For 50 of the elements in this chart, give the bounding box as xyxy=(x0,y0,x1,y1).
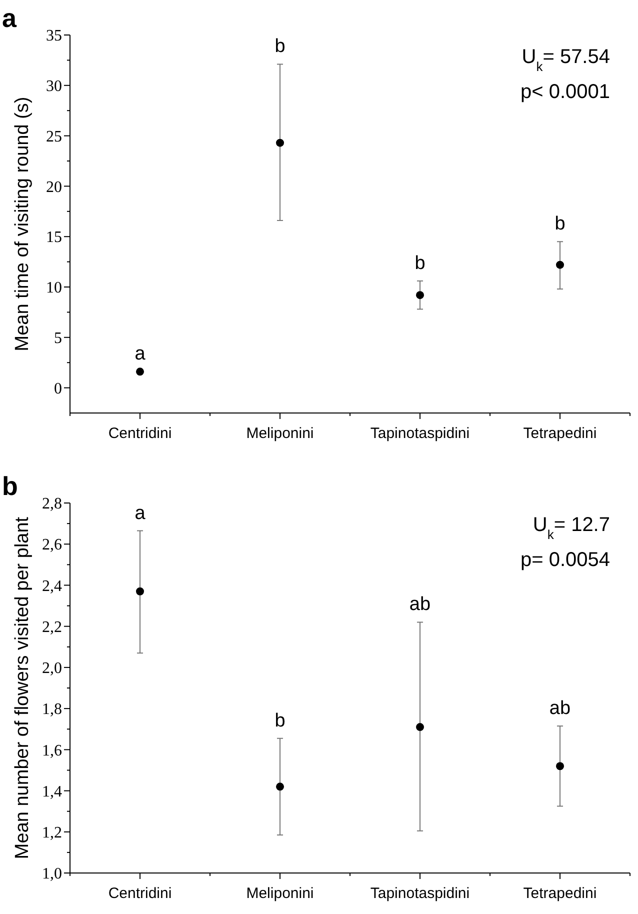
annotation: a xyxy=(134,344,146,365)
x-tick-label: Centridini xyxy=(108,885,172,902)
x-tick-label: Tapinotaspidini xyxy=(370,885,470,902)
annotation: p= 0.0054 xyxy=(520,549,610,571)
y-tick-label: 1,6 xyxy=(42,742,62,760)
y-tick-label: 20 xyxy=(46,178,62,196)
y-tick-label: 15 xyxy=(46,229,62,246)
point xyxy=(136,368,144,376)
y-tick-label: 2,8 xyxy=(42,496,62,513)
x-tick-label: Meliponini xyxy=(246,425,314,442)
annotation: U$_{k}$= 12.7 xyxy=(532,514,610,542)
annotation: b xyxy=(274,36,286,58)
y-tick-label: 2,6 xyxy=(42,536,62,554)
chart-title: b xyxy=(2,471,18,501)
y-axis-title: Mean time of visiting round (s) xyxy=(12,96,33,352)
annotation: b xyxy=(414,252,426,274)
chart-title: a xyxy=(2,3,17,33)
y-tick-label: 1,2 xyxy=(42,824,62,842)
y-tick-label: 2,2 xyxy=(42,618,62,636)
y-tick-label: 10 xyxy=(46,280,62,297)
y-tick-label: 1,4 xyxy=(42,783,62,800)
point xyxy=(276,782,284,791)
y-tick-label: 0 xyxy=(54,380,62,398)
y-tick-label: 2,0 xyxy=(42,660,62,678)
annotation: U$_{k}$= 57.54 xyxy=(522,46,610,74)
x-tick-label: Centridini xyxy=(108,425,172,442)
y-tick-label: 1,0 xyxy=(42,866,62,883)
annotation: ab xyxy=(409,594,431,616)
point xyxy=(416,723,424,732)
annotation: b xyxy=(274,710,286,732)
x-tick-label: Tapinotaspidini xyxy=(370,425,470,442)
x-tick-label: Tetrapedini xyxy=(523,425,597,442)
x-tick-label: Meliponini xyxy=(246,885,314,902)
y-tick-label: 2,4 xyxy=(42,578,62,595)
point xyxy=(136,587,144,596)
annotation: a xyxy=(134,502,146,524)
y-tick-label: 35 xyxy=(46,28,62,45)
annotation: ab xyxy=(549,698,571,720)
point xyxy=(416,291,424,300)
x-tick-label: Tetrapedini xyxy=(523,885,597,902)
annotation: p< 0.0001 xyxy=(520,81,610,103)
annotation: b xyxy=(554,214,566,235)
y-tick-label: 30 xyxy=(46,78,62,95)
point xyxy=(556,260,564,269)
point xyxy=(276,138,284,147)
y-tick-label: 5 xyxy=(54,330,62,347)
y-tick-label: 1,8 xyxy=(42,701,62,718)
point xyxy=(556,762,564,770)
y-tick-label: 25 xyxy=(46,128,62,146)
y-axis-title: Mean number of flowers visited per plant xyxy=(12,516,33,860)
